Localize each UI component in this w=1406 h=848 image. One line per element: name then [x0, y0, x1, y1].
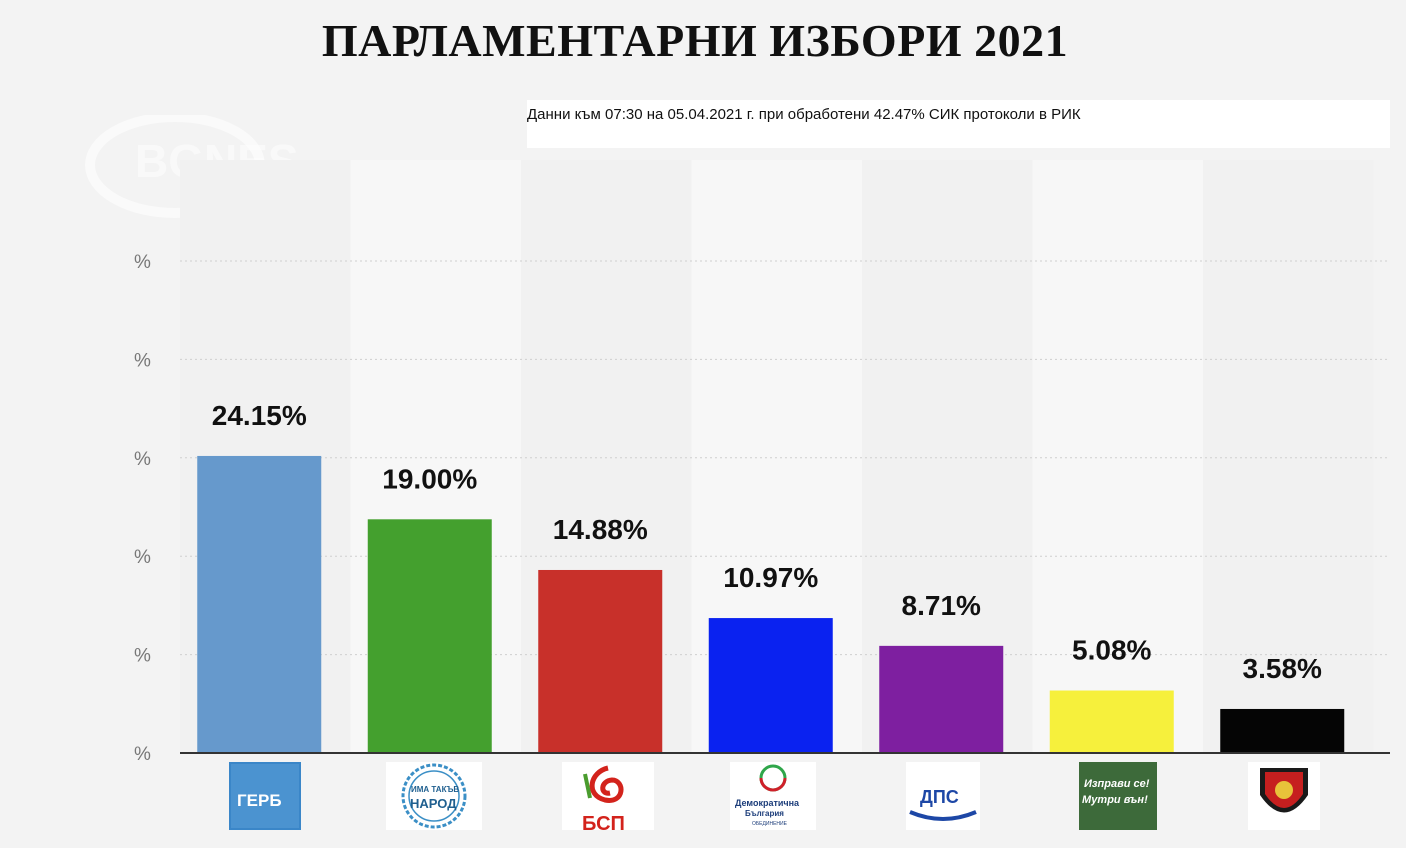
logo-vmro: [1248, 762, 1320, 830]
value-label: 5.08%: [1072, 635, 1151, 666]
bar-5: [879, 645, 1004, 753]
logo-itn-bottom: НАРОД: [410, 796, 457, 811]
page-title: ПАРЛАМЕНТАРНИ ИЗБОРИ 2021: [321, 15, 1069, 66]
logo-itn-top: ИМА ТАКЪВ: [411, 785, 459, 794]
logo-db-bottom: България: [745, 809, 784, 818]
bars: [197, 455, 1345, 753]
logo-db: Демократична България ОБЕДИНЕНИЕ: [730, 762, 816, 830]
bar-1: [197, 455, 322, 753]
y-tick-label: %: [134, 252, 151, 273]
logo-itn: ИМА ТАКЪВ НАРОД: [386, 762, 482, 830]
y-tick-label: %: [134, 547, 151, 568]
logo-dps: ДПС: [906, 762, 980, 830]
y-axis-ticks: %%%%%%: [134, 252, 151, 765]
logo-db-top: Демократична: [735, 798, 800, 808]
bar-6: [1049, 690, 1174, 753]
value-label: 19.00%: [382, 463, 477, 494]
data-note: Данни към 07:30 на 05.04.2021 г. при обр…: [527, 100, 1390, 148]
bar-7: [1220, 708, 1345, 753]
value-label: 3.58%: [1243, 653, 1322, 684]
value-label: 10.97%: [723, 562, 818, 593]
logo-bsp-text: БСП: [582, 813, 625, 835]
logo-dps-text: ДПС: [920, 787, 959, 807]
logo-izpravi-top: Изправи се!: [1084, 778, 1150, 790]
logo-izpravi: Изправи се! Мутри вън!: [1079, 762, 1157, 830]
y-tick-label: %: [134, 744, 151, 765]
y-tick-label: %: [134, 449, 151, 470]
value-label: 24.15%: [212, 400, 307, 431]
y-tick-label: %: [134, 646, 151, 667]
bar-2: [367, 519, 492, 753]
y-tick-label: %: [134, 350, 151, 371]
value-label: 8.71%: [902, 590, 981, 621]
logo-db-small: ОБЕДИНЕНИЕ: [752, 821, 788, 827]
bar-4: [708, 618, 833, 753]
bar-3: [538, 569, 663, 753]
logo-gerb-text: ГЕРБ: [237, 791, 282, 810]
logo-gerb: ГЕРБ: [229, 762, 301, 830]
value-label: 14.88%: [553, 514, 648, 545]
logo-izpravi-bottom: Мутри вън!: [1082, 794, 1148, 806]
logo-bsp: БСП: [562, 762, 654, 835]
value-labels: 24.15% 19.00% 14.88% 10.97% 8.71% 5.08% 3.58%: [212, 400, 1322, 684]
